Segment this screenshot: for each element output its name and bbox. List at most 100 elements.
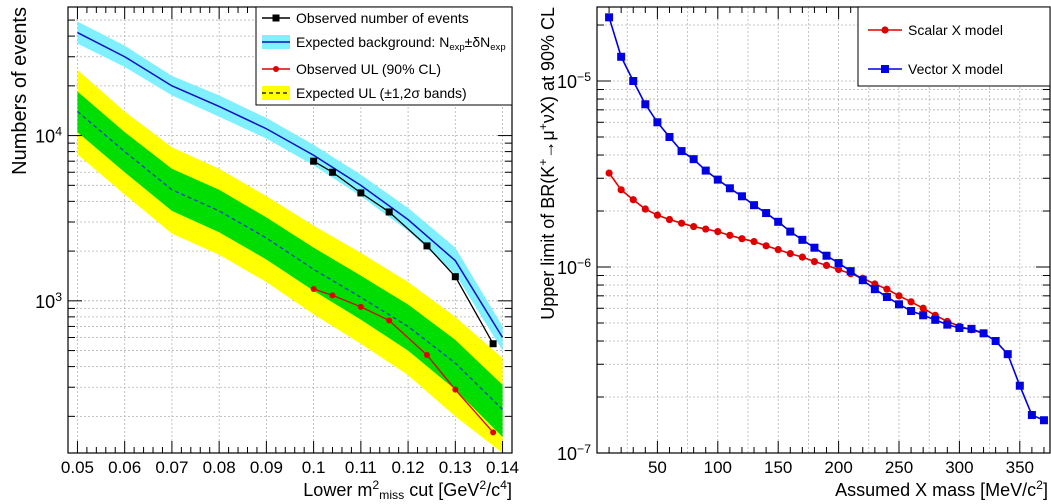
scalar-point	[786, 250, 794, 258]
vector-point	[967, 324, 976, 333]
scalar-point	[774, 246, 782, 254]
scalar-point	[702, 225, 710, 233]
scalar-point	[605, 169, 613, 177]
vector-point	[870, 285, 879, 294]
vector-point	[665, 133, 674, 142]
scalar-point	[907, 298, 915, 306]
vector-point	[798, 235, 807, 244]
legend-expected-background-label: Expected background: Nexp±δNexp	[296, 34, 506, 53]
x-tick-label: 0.14	[486, 458, 519, 477]
vector-point	[629, 77, 638, 86]
observed-events-point	[385, 208, 393, 216]
vector-point	[750, 201, 759, 210]
vector-point	[834, 259, 843, 268]
observed-ul-point	[423, 352, 430, 359]
vector-point	[762, 209, 771, 218]
legend-observed-ul-label: Observed UL (90% CL)	[296, 61, 441, 77]
expected-ul-1sigma-band	[77, 91, 503, 437]
left-chart-panel: 0.05 0.06 0.07 0.08 0.09 0.1 0.11 0.12 0.13 0.14 1…	[9, 6, 519, 502]
y-tick-label: 10−6	[557, 256, 591, 278]
vector-point	[858, 276, 867, 285]
x-tick-label: 0.07	[155, 458, 188, 477]
scalar-point	[690, 222, 698, 231]
legend-vector-label: Vector X model	[908, 61, 1003, 77]
vector-point	[713, 175, 722, 184]
vector-point	[931, 315, 940, 324]
vector-point	[725, 184, 734, 193]
legend-scalar-label: Scalar X model	[908, 22, 1003, 38]
vector-point	[677, 147, 686, 156]
scalar-point	[835, 265, 843, 274]
scalar-point	[798, 253, 806, 261]
observed-events-point	[423, 242, 431, 250]
x-tick-label: 350	[1006, 458, 1034, 477]
x-tick-label: 0.06	[108, 458, 141, 477]
observed-events-point	[310, 157, 318, 165]
x-axis-title: Assumed X mass [MeV/c2]	[835, 478, 1048, 500]
y-tick-label: 103	[35, 290, 62, 312]
vector-point	[1027, 411, 1036, 420]
observed-ul-point	[386, 317, 393, 324]
x-tick-label: 300	[945, 458, 973, 477]
vector-point	[955, 323, 964, 332]
vector-point	[737, 192, 746, 201]
scalar-point	[822, 261, 831, 270]
y-axis-title: Upper limit of BR(K+→μ+νX) at 90% CL	[536, 7, 558, 320]
x-tick-label: 0.09	[250, 458, 283, 477]
vector-point	[786, 227, 795, 236]
x-tick-label: 150	[764, 458, 792, 477]
plot-frame	[596, 6, 1051, 454]
scalar-point	[883, 285, 891, 293]
scalar-point	[653, 211, 662, 219]
expected-ul-line	[77, 110, 504, 410]
vector-point	[605, 13, 614, 22]
vector-point	[1003, 350, 1012, 359]
y-tick-label: 104	[35, 125, 62, 147]
vector-point	[895, 300, 903, 309]
vector-point	[907, 307, 916, 316]
legend-observed-events-label: Observed number of events	[296, 10, 469, 26]
legend-box	[857, 6, 1051, 87]
y-tick-label: 10−5	[557, 70, 591, 92]
observed-ul-point	[329, 292, 336, 299]
legend-expected-ul-label: Expected UL (±1,2σ bands)	[296, 85, 467, 101]
x-tick-label: 200	[824, 458, 852, 477]
scalar-line	[608, 172, 984, 335]
x-tick-label: 0.13	[439, 458, 472, 477]
scalar-point	[762, 242, 770, 250]
vector-point	[979, 329, 988, 338]
vector-point	[1039, 416, 1048, 425]
scalar-point	[677, 219, 686, 227]
scalar-point	[714, 228, 722, 236]
vector-point	[822, 251, 831, 260]
scalar-point	[810, 257, 819, 266]
x-tick-label: 250	[885, 458, 913, 477]
x-tick-label: 0.08	[203, 458, 236, 477]
legend-box	[255, 6, 513, 106]
vector-point	[846, 267, 855, 276]
observed-events-point	[357, 189, 365, 197]
vector-point	[653, 118, 662, 127]
x-axis-title: Lower m2miss cut [GeV2/c4]	[303, 478, 512, 502]
vector-point	[882, 292, 891, 301]
scalar-point	[665, 215, 674, 224]
scalar-point	[726, 231, 734, 239]
scalar-point	[895, 292, 903, 300]
x-tick-label: 50	[648, 458, 667, 477]
x-tick-label: 0.1	[302, 458, 326, 477]
vector-point	[1015, 381, 1024, 390]
x-tick-label: 0.05	[61, 458, 94, 477]
x-tick-label: 100	[704, 458, 732, 477]
x-tick-label: 0.12	[392, 458, 425, 477]
vector-point	[774, 217, 783, 226]
legend-observed-events-marker	[272, 14, 280, 22]
vector-point	[689, 155, 698, 164]
expected-background-line	[77, 31, 504, 338]
legend-scalar-marker	[881, 26, 889, 34]
vector-point	[943, 320, 952, 329]
observed-ul-point	[452, 386, 459, 393]
scalar-point	[629, 196, 637, 204]
vector-point	[991, 337, 1000, 346]
vector-point	[617, 52, 626, 61]
